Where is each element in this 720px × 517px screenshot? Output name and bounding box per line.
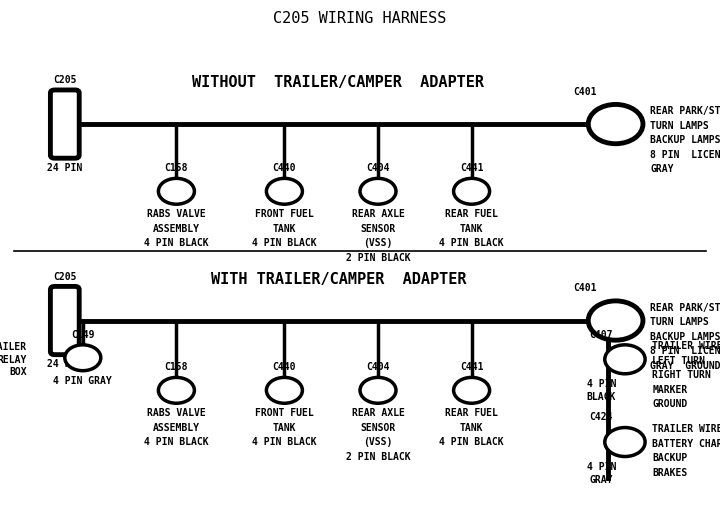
Text: 4 PIN BLACK: 4 PIN BLACK xyxy=(252,238,317,248)
Text: RELAY: RELAY xyxy=(0,355,27,365)
Text: C404: C404 xyxy=(366,362,390,372)
Text: WITH TRAILER/CAMPER  ADAPTER: WITH TRAILER/CAMPER ADAPTER xyxy=(211,271,466,287)
Text: 4 PIN BLACK: 4 PIN BLACK xyxy=(439,238,504,248)
Text: C401: C401 xyxy=(573,87,596,97)
Circle shape xyxy=(266,377,302,403)
Text: 8 PIN  LICENSE LAMPS: 8 PIN LICENSE LAMPS xyxy=(650,149,720,160)
Text: C404: C404 xyxy=(366,163,390,173)
Text: MARKER: MARKER xyxy=(652,385,688,395)
Text: C401: C401 xyxy=(573,283,596,293)
Text: 8 PIN  LICENSE LAMPS: 8 PIN LICENSE LAMPS xyxy=(650,346,720,356)
Circle shape xyxy=(605,345,645,374)
Text: REAR PARK/STOP: REAR PARK/STOP xyxy=(650,106,720,116)
Text: SENSOR: SENSOR xyxy=(361,423,395,433)
Text: RABS VALVE: RABS VALVE xyxy=(147,209,206,219)
Circle shape xyxy=(588,301,643,340)
Text: BACKUP LAMPS: BACKUP LAMPS xyxy=(650,331,720,342)
Text: C440: C440 xyxy=(273,362,296,372)
Text: BACKUP: BACKUP xyxy=(652,453,688,463)
Text: C205 WIRING HARNESS: C205 WIRING HARNESS xyxy=(274,10,446,26)
Text: ASSEMBLY: ASSEMBLY xyxy=(153,224,200,234)
Text: REAR PARK/STOP: REAR PARK/STOP xyxy=(650,302,720,313)
Text: FRONT FUEL: FRONT FUEL xyxy=(255,408,314,418)
Text: 2 PIN BLACK: 2 PIN BLACK xyxy=(346,452,410,462)
Text: 4 PIN: 4 PIN xyxy=(587,379,616,389)
Text: TURN LAMPS: TURN LAMPS xyxy=(650,317,709,327)
Circle shape xyxy=(360,178,396,204)
Text: TRAILER: TRAILER xyxy=(0,342,27,353)
Text: (VSS): (VSS) xyxy=(364,238,392,248)
Text: FRONT FUEL: FRONT FUEL xyxy=(255,209,314,219)
Text: 4 PIN: 4 PIN xyxy=(587,462,616,472)
Text: SENSOR: SENSOR xyxy=(361,224,395,234)
Text: TRAILER WIRES: TRAILER WIRES xyxy=(652,424,720,434)
Circle shape xyxy=(158,377,194,403)
Text: 2 PIN BLACK: 2 PIN BLACK xyxy=(346,253,410,263)
Text: GRAY: GRAY xyxy=(590,475,613,485)
Circle shape xyxy=(605,428,645,457)
Circle shape xyxy=(588,104,643,144)
Text: C158: C158 xyxy=(165,163,188,173)
Text: 4 PIN BLACK: 4 PIN BLACK xyxy=(144,437,209,447)
Text: TRAILER WIRES: TRAILER WIRES xyxy=(652,341,720,352)
Text: C158: C158 xyxy=(165,362,188,372)
Text: ASSEMBLY: ASSEMBLY xyxy=(153,423,200,433)
Text: RABS VALVE: RABS VALVE xyxy=(147,408,206,418)
Circle shape xyxy=(158,178,194,204)
Text: BATTERY CHARGE: BATTERY CHARGE xyxy=(652,438,720,449)
Circle shape xyxy=(454,377,490,403)
Circle shape xyxy=(454,178,490,204)
Text: 24 PIN: 24 PIN xyxy=(48,359,82,369)
Text: WITHOUT  TRAILER/CAMPER  ADAPTER: WITHOUT TRAILER/CAMPER ADAPTER xyxy=(192,75,485,90)
Circle shape xyxy=(65,345,101,371)
Text: 4 PIN BLACK: 4 PIN BLACK xyxy=(439,437,504,447)
Text: TURN LAMPS: TURN LAMPS xyxy=(650,120,709,131)
FancyBboxPatch shape xyxy=(50,90,79,158)
Text: C424: C424 xyxy=(590,413,613,422)
Text: BLACK: BLACK xyxy=(587,392,616,402)
Text: TANK: TANK xyxy=(273,224,296,234)
Text: 24 PIN: 24 PIN xyxy=(48,163,82,173)
Text: BOX: BOX xyxy=(9,367,27,377)
Text: C149: C149 xyxy=(71,330,94,340)
Text: (VSS): (VSS) xyxy=(364,437,392,447)
Text: C440: C440 xyxy=(273,163,296,173)
Text: REAR FUEL: REAR FUEL xyxy=(445,408,498,418)
Circle shape xyxy=(266,178,302,204)
Text: TANK: TANK xyxy=(273,423,296,433)
Text: REAR AXLE: REAR AXLE xyxy=(351,408,405,418)
Text: C441: C441 xyxy=(460,163,483,173)
Text: 4 PIN BLACK: 4 PIN BLACK xyxy=(144,238,209,248)
Circle shape xyxy=(360,377,396,403)
Text: TANK: TANK xyxy=(460,423,483,433)
Text: LEFT TURN: LEFT TURN xyxy=(652,356,705,366)
Text: TANK: TANK xyxy=(460,224,483,234)
Text: GRAY: GRAY xyxy=(650,164,674,174)
Text: C205: C205 xyxy=(53,272,76,282)
Text: RIGHT TURN: RIGHT TURN xyxy=(652,370,711,381)
Text: C407: C407 xyxy=(590,330,613,340)
Text: BRAKES: BRAKES xyxy=(652,467,688,478)
Text: 4 PIN BLACK: 4 PIN BLACK xyxy=(252,437,317,447)
Text: BACKUP LAMPS: BACKUP LAMPS xyxy=(650,135,720,145)
Text: C205: C205 xyxy=(53,75,76,85)
Text: C441: C441 xyxy=(460,362,483,372)
Text: REAR FUEL: REAR FUEL xyxy=(445,209,498,219)
Text: GRAY  GROUND: GRAY GROUND xyxy=(650,360,720,371)
FancyBboxPatch shape xyxy=(50,286,79,355)
Text: 4 PIN GRAY: 4 PIN GRAY xyxy=(53,376,112,386)
Text: REAR AXLE: REAR AXLE xyxy=(351,209,405,219)
Text: GROUND: GROUND xyxy=(652,399,688,409)
